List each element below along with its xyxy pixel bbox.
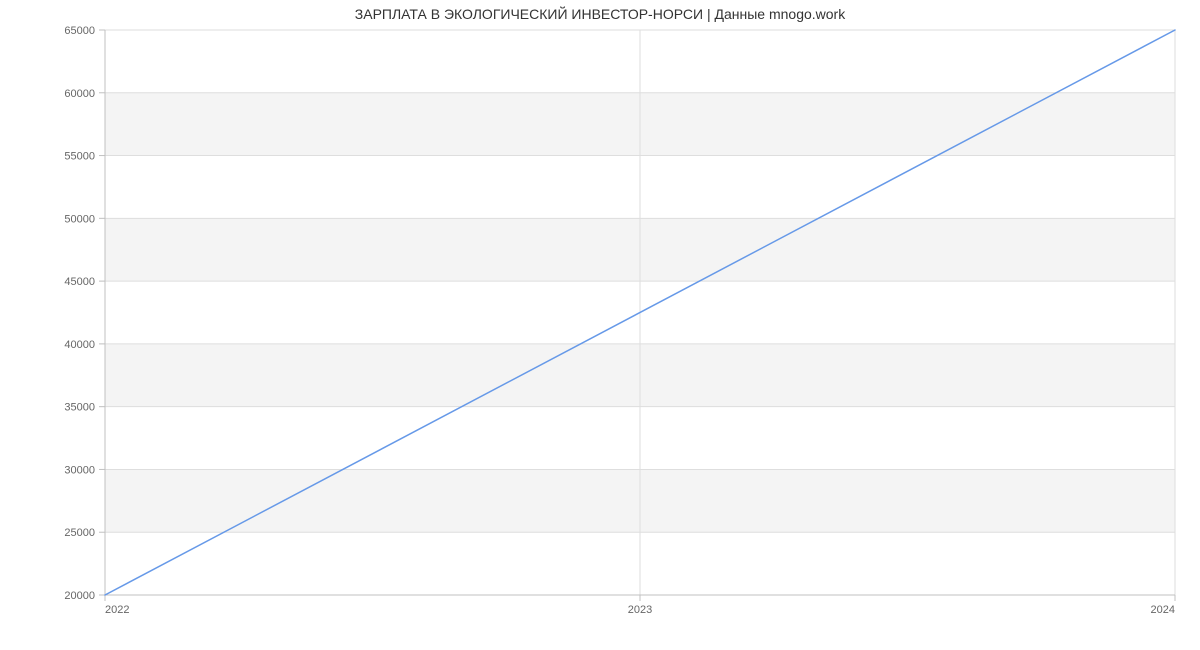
x-tick-label: 2023 bbox=[628, 604, 652, 616]
y-tick-label: 35000 bbox=[64, 402, 95, 414]
y-tick-label: 20000 bbox=[64, 590, 95, 602]
x-tick-label: 2024 bbox=[1151, 604, 1175, 616]
y-tick-label: 65000 bbox=[64, 25, 95, 37]
chart-svg: 20000 25000 30000 35000 40000 45000 50000 55000… bbox=[0, 0, 1200, 650]
y-tick-label: 40000 bbox=[64, 339, 95, 351]
x-tick-label: 2022 bbox=[105, 604, 129, 616]
y-tick-label: 60000 bbox=[64, 88, 95, 100]
y-tick-label: 50000 bbox=[64, 213, 95, 225]
salary-line-chart: ЗАРПЛАТА В ЭКОЛОГИЧЕСКИЙ ИНВЕСТОР-НОРСИ … bbox=[0, 0, 1200, 650]
y-tick-label: 55000 bbox=[64, 151, 95, 163]
y-tick-label: 25000 bbox=[64, 527, 95, 539]
y-tick-label: 45000 bbox=[64, 276, 95, 288]
y-tick-label: 30000 bbox=[64, 464, 95, 476]
